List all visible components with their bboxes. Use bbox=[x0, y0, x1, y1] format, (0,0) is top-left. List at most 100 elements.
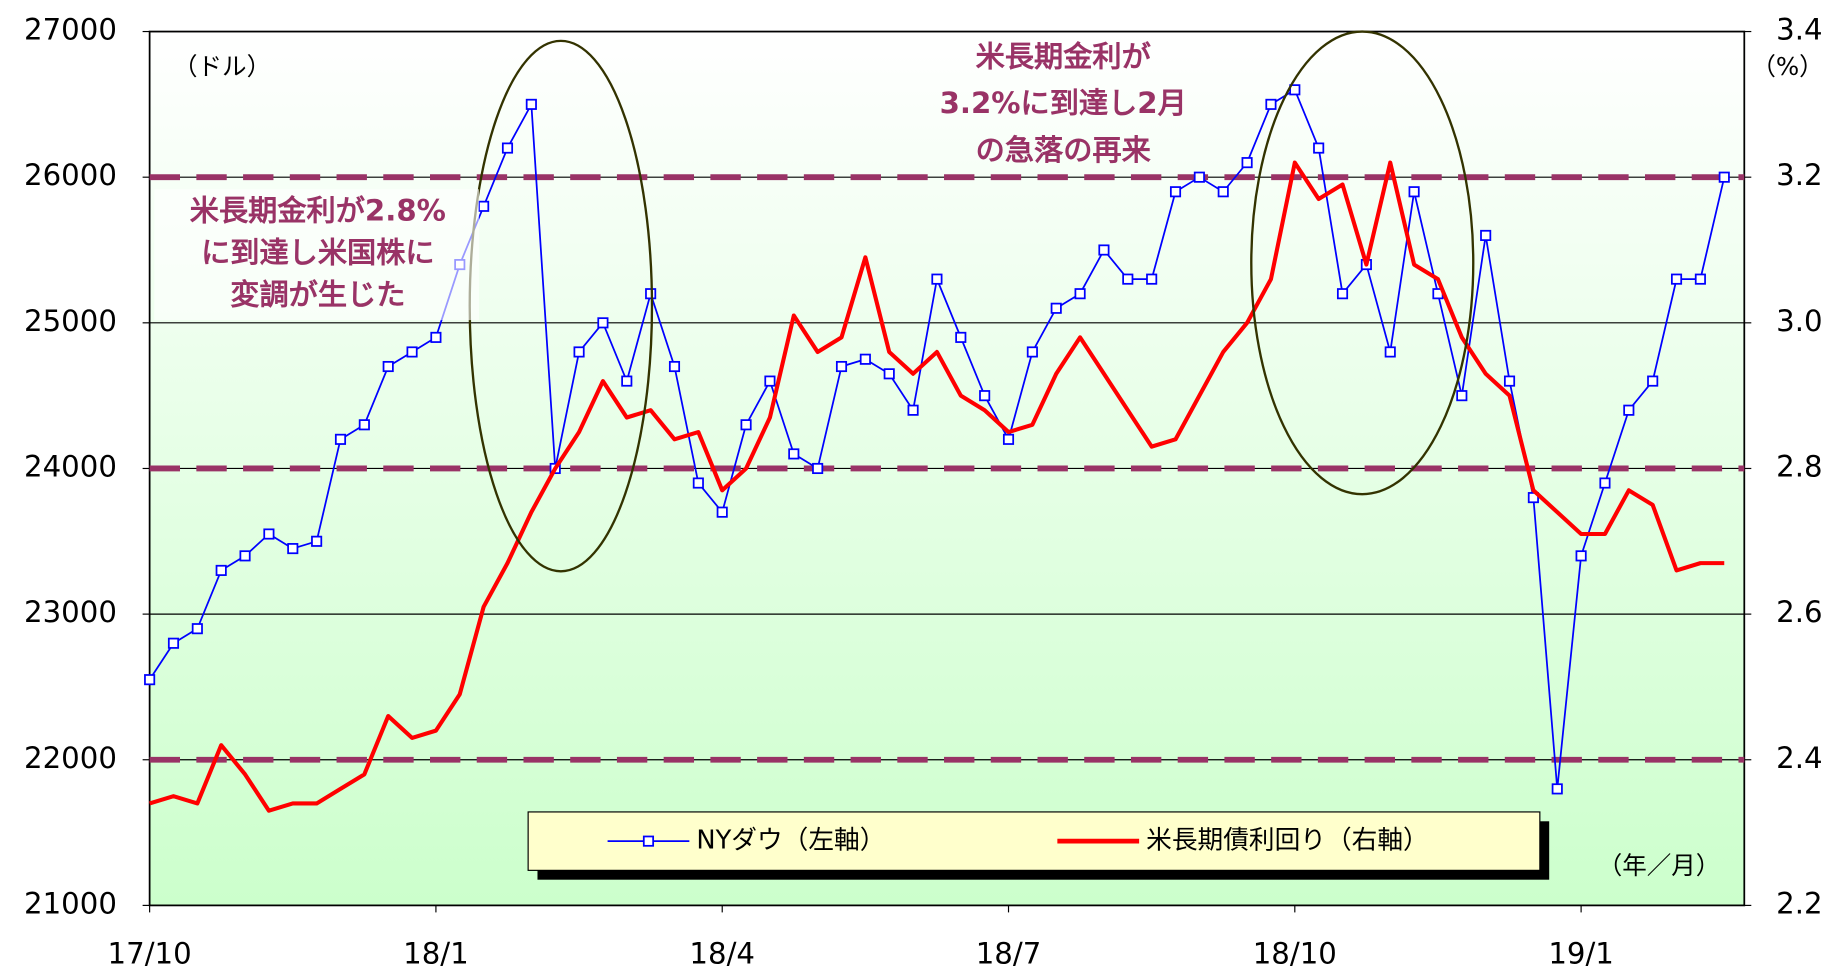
point-marker bbox=[1026, 346, 1038, 358]
annotation: 米長期金利が2.8% に到達し米国株に 変調が生じた bbox=[154, 189, 480, 321]
point-marker bbox=[716, 506, 728, 518]
right-unit: （%） bbox=[1751, 52, 1823, 81]
highlight-ellipse bbox=[1250, 30, 1475, 496]
point-marker bbox=[1146, 273, 1158, 285]
left-unit: （ドル） bbox=[173, 52, 271, 81]
marks bbox=[144, 84, 1730, 813]
x-tick-label: 19/1 bbox=[1548, 937, 1614, 971]
point-marker bbox=[1647, 375, 1659, 387]
x-tick-label: 18/7 bbox=[976, 937, 1042, 971]
point-marker bbox=[597, 317, 609, 329]
legend-label: 米長期債利回り（右軸） bbox=[1146, 826, 1429, 856]
y-tick-label: 21000 bbox=[24, 886, 117, 920]
point-marker bbox=[1169, 186, 1182, 198]
point-marker bbox=[287, 543, 299, 555]
x-tick-label: 17/10 bbox=[108, 937, 192, 971]
x-tick-label: 18/10 bbox=[1253, 937, 1337, 971]
y2-tick-label: 3.2 bbox=[1776, 158, 1822, 192]
point-marker bbox=[621, 375, 633, 387]
point-marker bbox=[1002, 433, 1015, 445]
point-marker bbox=[1551, 783, 1563, 795]
point-marker bbox=[263, 528, 275, 540]
point-marker bbox=[1694, 273, 1706, 285]
point-marker bbox=[1336, 288, 1349, 300]
point-marker bbox=[883, 368, 895, 380]
y-tick-label: 26000 bbox=[24, 158, 117, 192]
point-marker bbox=[1718, 171, 1730, 183]
point-marker bbox=[1241, 157, 1253, 169]
y-tick-label: 23000 bbox=[24, 595, 117, 629]
point-marker bbox=[1575, 550, 1587, 562]
point-marker bbox=[406, 346, 418, 358]
point-marker bbox=[1265, 98, 1277, 110]
point-marker bbox=[1122, 273, 1134, 285]
point-marker bbox=[430, 331, 442, 343]
point-marker bbox=[334, 433, 347, 445]
y-tick-label: 27000 bbox=[24, 13, 117, 47]
legend-box bbox=[527, 811, 1541, 871]
grid: 21000 22000 23000 24000 25000 26000 27000 2.2 2.… bbox=[24, 13, 1823, 971]
point-marker bbox=[979, 390, 991, 402]
point-marker bbox=[835, 360, 848, 373]
point-marker bbox=[1289, 84, 1301, 96]
y-tick-label: 24000 bbox=[24, 449, 117, 483]
y2-tick-label: 2.8 bbox=[1776, 449, 1822, 483]
point-marker bbox=[501, 142, 514, 154]
point-marker bbox=[812, 462, 824, 475]
point-marker bbox=[215, 564, 227, 576]
point-marker bbox=[692, 477, 704, 489]
y2-tick-label: 2.4 bbox=[1776, 741, 1822, 775]
point-marker bbox=[1193, 171, 1205, 183]
y2-tick-label: 3.0 bbox=[1776, 304, 1822, 338]
point-marker bbox=[1456, 390, 1468, 402]
point-marker bbox=[740, 419, 752, 431]
point-marker bbox=[1503, 375, 1516, 387]
legend-marker bbox=[642, 835, 655, 847]
y2-tick-label: 2.2 bbox=[1776, 886, 1822, 920]
point-marker bbox=[1670, 273, 1683, 285]
point-marker bbox=[191, 623, 203, 635]
point-marker bbox=[358, 419, 370, 431]
point-marker bbox=[573, 346, 585, 358]
annotation-line: に到達し米国株に bbox=[201, 236, 435, 270]
point-marker bbox=[1074, 288, 1086, 300]
point-marker bbox=[1599, 477, 1611, 489]
annotation-line: 米長期金利が bbox=[976, 39, 1152, 73]
y-tick-label: 25000 bbox=[24, 304, 117, 338]
legend-items: NYダウ（左軸） 米長期債利回り（右軸） bbox=[607, 826, 1429, 856]
point-marker bbox=[1313, 142, 1325, 154]
x-tick-label: 18/1 bbox=[403, 937, 469, 971]
point-marker bbox=[1217, 186, 1229, 198]
point-marker bbox=[1098, 244, 1110, 256]
point-marker bbox=[645, 288, 657, 300]
point-marker bbox=[1050, 302, 1062, 314]
point-marker bbox=[1623, 404, 1635, 416]
annotation-bg bbox=[154, 189, 480, 321]
annotation-line: 米長期金利が2.8% bbox=[190, 194, 446, 228]
point-marker bbox=[478, 200, 490, 212]
point-marker bbox=[239, 550, 251, 562]
y2-tick-label: 3.4 bbox=[1776, 13, 1822, 47]
point-marker bbox=[1384, 346, 1396, 358]
point-marker bbox=[1408, 186, 1420, 198]
y-tick-label: 22000 bbox=[24, 741, 117, 775]
y2-tick-label: 2.6 bbox=[1776, 595, 1822, 629]
point-marker bbox=[525, 98, 537, 110]
point-marker bbox=[167, 637, 180, 649]
point-marker bbox=[382, 360, 394, 373]
annotation-line: 3.2%に到達し2月 bbox=[940, 86, 1187, 120]
legend: NYダウ（左軸） 米長期債利回り（右軸） bbox=[527, 811, 1550, 880]
legend-label: NYダウ（左軸） bbox=[696, 826, 885, 856]
point-marker bbox=[668, 360, 681, 373]
point-marker bbox=[311, 535, 323, 547]
point-marker bbox=[144, 674, 156, 686]
point-marker bbox=[907, 404, 919, 416]
annotation: 米長期金利が 3.2%に到達し2月 の急落の再来 bbox=[940, 39, 1187, 166]
point-marker bbox=[788, 448, 800, 460]
point-marker bbox=[955, 331, 967, 343]
point-marker bbox=[1480, 229, 1492, 241]
x-tick-label: 18/4 bbox=[689, 937, 755, 971]
annotation-line: 変調が生じた bbox=[230, 278, 405, 312]
